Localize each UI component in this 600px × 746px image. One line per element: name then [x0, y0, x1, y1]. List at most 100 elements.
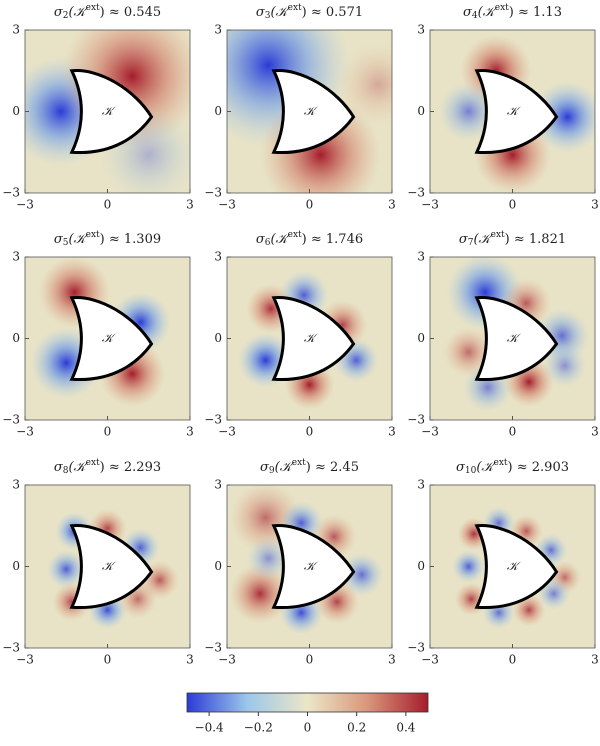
x-tick-label: 3 [591, 198, 599, 212]
title-value: 1.746 [326, 232, 363, 247]
title-subscript: 5 [63, 238, 69, 248]
title-relation: ) ≈ [509, 5, 533, 20]
title-value: 2.45 [330, 460, 359, 475]
domain-shape [69, 524, 154, 609]
domain-shape [474, 524, 559, 609]
y-tick-label: 3 [214, 23, 222, 37]
panel-title: σ6(𝒦ext) ≈ 1.746 [256, 230, 363, 248]
title-value: 1.821 [529, 232, 566, 247]
panel-title: σ8(𝒦ext) ≈ 2.293 [54, 458, 161, 476]
y-tick-label: 3 [417, 23, 425, 37]
title-symbol: σ [54, 5, 64, 20]
x-tick-label: 3 [388, 653, 396, 667]
panel-title: σ10(𝒦ext) ≈ 2.903 [456, 458, 569, 476]
title-argument: (𝒦 [270, 232, 291, 247]
title-superscript: ext [491, 230, 505, 240]
y-tick-label: 0 [12, 331, 20, 345]
title-argument: (𝒦 [476, 460, 497, 475]
y-tick-label: −3 [204, 186, 222, 200]
title-superscript: ext [494, 458, 508, 468]
title-superscript: ext [288, 3, 302, 13]
title-symbol: σ [260, 460, 270, 475]
domain-shape [474, 296, 559, 381]
title-relation: ) ≈ [100, 232, 124, 247]
x-tick-label: 3 [591, 425, 599, 439]
x-tick-label: 3 [388, 425, 396, 439]
y-tick-label: 3 [417, 250, 425, 264]
title-subscript: 3 [265, 11, 271, 21]
x-tick-label: 3 [186, 653, 194, 667]
panel-title: σ4(𝒦ext) ≈ 1.13 [463, 3, 562, 21]
y-tick-label: −3 [407, 413, 425, 427]
x-tick-label: 0 [509, 198, 517, 212]
title-relation: ) ≈ [302, 232, 326, 247]
y-tick-label: −3 [407, 186, 425, 200]
y-tick-label: 0 [12, 104, 20, 118]
x-tick-label: −3 [16, 198, 34, 212]
y-tick-label: −3 [204, 413, 222, 427]
y-tick-label: 3 [214, 478, 222, 492]
y-tick-label: 3 [12, 23, 20, 37]
panel-title: σ3(𝒦ext) ≈ 0.571 [256, 3, 363, 21]
y-tick-label: −3 [204, 641, 222, 655]
x-tick-label: −3 [421, 653, 439, 667]
title-value: 2.293 [124, 460, 161, 475]
x-tick-label: 0 [306, 653, 314, 667]
y-tick-label: 0 [417, 331, 425, 345]
title-value: 0.545 [124, 5, 161, 20]
title-relation: ) ≈ [306, 460, 330, 475]
y-tick-label: −3 [2, 413, 20, 427]
y-tick-label: 3 [417, 478, 425, 492]
x-tick-label: 0 [104, 425, 112, 439]
x-tick-label: −3 [218, 425, 236, 439]
field-lobe [542, 343, 587, 388]
title-relation: ) ≈ [100, 460, 124, 475]
field-lobe [47, 549, 86, 589]
colorbar [186, 692, 429, 713]
field-lobe [337, 43, 392, 126]
title-symbol: σ [256, 5, 266, 20]
x-tick-label: −3 [218, 653, 236, 667]
colorbar-tick-label: −0.4 [195, 721, 225, 735]
y-tick-label: 3 [12, 478, 20, 492]
x-tick-label: −3 [16, 425, 34, 439]
panel-title: σ7(𝒦ext) ≈ 1.821 [459, 230, 566, 248]
domain-shape [271, 524, 356, 609]
x-tick-label: 0 [104, 198, 112, 212]
domain-shape [474, 69, 559, 154]
y-tick-label: 0 [214, 104, 222, 118]
title-superscript: ext [495, 3, 509, 13]
x-tick-label: 3 [186, 198, 194, 212]
x-tick-label: 0 [306, 198, 314, 212]
x-tick-label: −3 [421, 198, 439, 212]
title-symbol: σ [459, 232, 469, 247]
y-tick-label: −3 [2, 641, 20, 655]
title-subscript: 10 [465, 466, 477, 476]
x-tick-label: 3 [388, 198, 396, 212]
x-tick-label: 0 [509, 653, 517, 667]
title-superscript: ext [86, 458, 100, 468]
title-superscript: ext [86, 230, 100, 240]
x-tick-label: 0 [509, 425, 517, 439]
title-superscript: ext [86, 3, 100, 13]
x-tick-label: −3 [421, 425, 439, 439]
field-lobe [531, 81, 595, 153]
title-relation: ) ≈ [302, 5, 326, 20]
y-tick-label: 0 [417, 559, 425, 573]
x-tick-label: −3 [16, 653, 34, 667]
panel-title: σ2(𝒦ext) ≈ 0.545 [54, 3, 161, 21]
panel-title: σ9(𝒦ext) ≈ 2.45 [260, 458, 359, 476]
y-tick-label: −3 [407, 641, 425, 655]
title-symbol: σ [256, 232, 266, 247]
title-argument: (𝒦 [478, 5, 499, 20]
title-argument: (𝒦 [68, 460, 89, 475]
x-tick-label: 0 [306, 425, 314, 439]
title-symbol: σ [456, 460, 466, 475]
colorbar-tick-label: −0.2 [244, 721, 273, 735]
x-tick-label: 3 [591, 653, 599, 667]
y-tick-label: −3 [2, 186, 20, 200]
title-superscript: ext [292, 458, 306, 468]
title-symbol: σ [54, 232, 64, 247]
title-symbol: σ [463, 5, 473, 20]
